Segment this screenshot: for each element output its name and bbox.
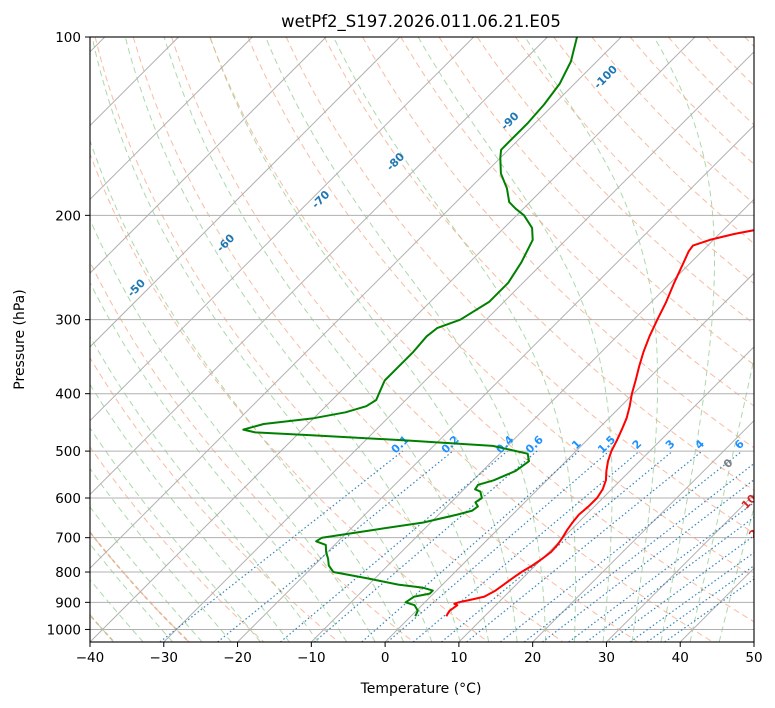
isotherm-line	[90, 37, 401, 348]
x-tick-label: 40	[672, 650, 689, 666]
moist-adiabat-line	[653, 37, 715, 642]
dry-adiabat-line	[209, 37, 754, 623]
moist-adiabat-line	[718, 505, 754, 642]
dry-adiabat-line	[94, 37, 564, 642]
moist-adiabat-line	[124, 37, 461, 642]
mixing-ratio-line	[313, 450, 538, 642]
moist-adiabat-line	[90, 578, 144, 642]
moist-adiabat-line	[90, 542, 174, 642]
isotherm-line	[90, 37, 327, 274]
moist-adiabat-line	[417, 37, 613, 642]
dry-adiabat-line	[132, 37, 639, 642]
moist-adiabat-line	[90, 427, 261, 642]
mixing-ratio-line	[217, 450, 454, 642]
x-tick-label: −40	[76, 650, 105, 666]
y-tick-label: 200	[55, 208, 81, 224]
y-axis-ticks: 1000 900 800 700 600 500 400 300 200 100	[47, 30, 90, 638]
isotherm-line	[310, 198, 754, 642]
dry-adiabat-line	[591, 37, 754, 205]
chart-title: wetPf2_S197.2026.011.06.21.E05	[281, 12, 561, 32]
isotherm-line	[532, 419, 754, 642]
x-tick-label: 30	[598, 650, 615, 666]
isotherm-line	[90, 37, 548, 496]
moist-adiabat-line	[209, 37, 518, 642]
isotherm-line	[384, 272, 754, 642]
y-tick-label: 700	[55, 531, 81, 547]
x-axis-label: Temperature (°C)	[360, 681, 482, 697]
moist-adiabat-label: 20	[746, 521, 766, 541]
y-tick-label: 600	[55, 491, 81, 507]
dry-adiabat-line	[90, 260, 414, 642]
mixing-ratio-line	[585, 516, 754, 642]
dry-adiabat-line	[400, 37, 754, 407]
x-tick-label: 0	[381, 650, 390, 666]
sounding-trace	[445, 229, 754, 617]
moist-adiabat-line	[689, 356, 754, 642]
moist-adiabat-line	[90, 335, 319, 642]
isotherm-line	[90, 37, 622, 569]
sounding-traces	[242, 37, 754, 617]
x-tick-label: −10	[297, 650, 326, 666]
dry-adiabat-line	[323, 37, 754, 491]
moist-adiabat-line	[524, 37, 659, 642]
isotherm-line	[90, 37, 253, 201]
y-tick-label: 800	[55, 565, 81, 581]
dry-adiabat-line	[171, 37, 713, 642]
moist-adiabat-line	[90, 218, 376, 642]
moist-adiabat-line	[90, 139, 405, 642]
moist-adiabat-line	[265, 37, 547, 642]
dry-adiabat-line	[553, 37, 754, 245]
dry-adiabat-line	[90, 446, 265, 642]
dry-adiabat-line	[247, 37, 754, 578]
mixing-ratio-line	[279, 450, 508, 642]
mixing-ratio-line	[361, 450, 580, 642]
y-tick-label: 900	[55, 595, 81, 611]
mixing-ratio-line	[568, 501, 754, 642]
dry-adiabat-line	[90, 356, 339, 642]
isotherm-line	[237, 124, 754, 642]
moist-adiabat-line	[90, 506, 203, 642]
y-tick-label: 400	[55, 387, 81, 403]
mixing-ratio-line	[542, 479, 754, 642]
plot-area: 0.10.20.40.611.52346810131620253036 -100…	[90, 37, 772, 642]
dry-adiabat-line	[90, 152, 489, 642]
plot-frame	[89, 36, 755, 643]
mixing-ratio-lines: 0.10.20.40.611.52346810131620253036	[159, 433, 754, 642]
isotherm-line	[163, 51, 754, 642]
moist-adiabat-line	[90, 467, 232, 642]
x-tick-label: 10	[450, 650, 467, 666]
moist-adiabat-label: 30	[752, 553, 772, 573]
dry-adiabat-line	[285, 37, 754, 534]
isotherm-line	[90, 37, 696, 642]
y-axis-label: Pressure (hPa)	[12, 289, 28, 389]
isotherm-line	[90, 37, 475, 422]
moist-adiabat-line	[90, 281, 348, 642]
y-tick-label: 100	[55, 30, 81, 46]
moist-adiabat-line	[333, 37, 577, 642]
y-tick-label: 500	[55, 444, 81, 460]
moist-adiabat-line	[90, 530, 190, 642]
mixing-ratio-line	[500, 450, 743, 642]
y-tick-label: 300	[55, 313, 81, 329]
x-axis-ticks: −40 −30 −20 −10 0 10 20 30 40 50	[76, 642, 763, 666]
moist-adiabat-line	[163, 37, 490, 642]
moist-adiabat-line	[91, 37, 433, 642]
x-tick-label: −30	[150, 650, 179, 666]
moist-adiabats	[90, 37, 754, 642]
isotherm-line	[606, 493, 754, 642]
mixing-ratio-line	[159, 450, 404, 642]
x-tick-label: 20	[524, 650, 541, 666]
sounding-trace	[242, 37, 578, 617]
x-tick-label: −20	[223, 650, 252, 666]
mixing-ratio-line	[387, 450, 610, 642]
x-tick-label: 50	[745, 650, 762, 666]
moist-adiabat-line	[90, 383, 290, 642]
y-tick-label: 1000	[47, 622, 81, 638]
mixing-ratio-line	[466, 450, 703, 642]
